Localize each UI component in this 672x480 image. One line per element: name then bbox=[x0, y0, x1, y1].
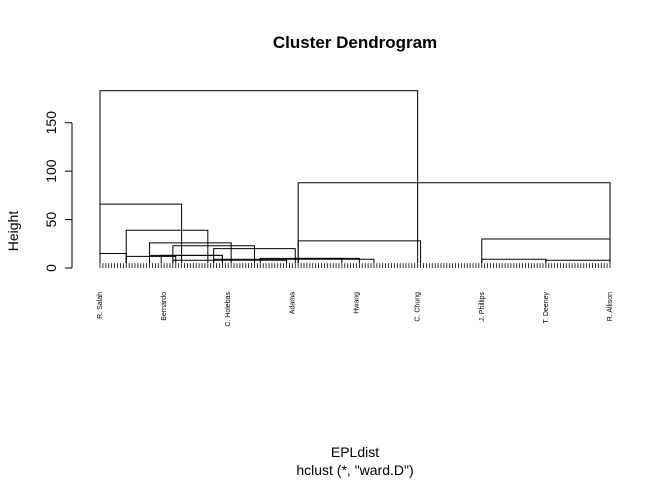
leaf-label: C. Chung bbox=[415, 292, 422, 322]
leaf-label: T. Deeney bbox=[543, 292, 550, 324]
leaf-label: Bernardo bbox=[161, 292, 168, 321]
merge-branch bbox=[125, 229, 209, 264]
merge-branch bbox=[99, 90, 419, 264]
merge-branch bbox=[481, 258, 547, 264]
x-axis-label: EPLdist bbox=[331, 444, 379, 460]
leaf-label: R. Allison bbox=[607, 292, 614, 321]
merge-branch bbox=[297, 240, 422, 264]
y-tick-label: 100 bbox=[43, 159, 59, 183]
merge-branch bbox=[545, 259, 611, 264]
y-tick-label: 150 bbox=[43, 111, 59, 135]
merge-branch bbox=[481, 238, 611, 264]
merge-branch bbox=[99, 252, 127, 264]
y-tick-label: 50 bbox=[43, 212, 59, 228]
merge-branch bbox=[297, 257, 360, 264]
merge-branch bbox=[99, 203, 183, 264]
merge-branch bbox=[149, 242, 232, 264]
merge-branch bbox=[172, 259, 288, 264]
leaf-label: C. Holebas bbox=[225, 292, 232, 327]
y-tick-label: 0 bbox=[43, 264, 59, 272]
y-axis: 0 50 100 150 bbox=[43, 111, 73, 272]
merge-branch bbox=[125, 255, 177, 264]
leaf-labels: R. Salah Bernardo C. Holebas Adama Hwang C. C… bbox=[97, 292, 614, 327]
merge-branch bbox=[213, 258, 375, 264]
leaf-label: Hwang bbox=[353, 292, 360, 314]
dendrogram-leaves bbox=[99, 263, 611, 268]
merge-branch bbox=[297, 182, 611, 264]
y-axis-label: Height bbox=[5, 211, 21, 252]
leaf-label: Adama bbox=[289, 292, 296, 314]
merge-branch bbox=[160, 254, 223, 264]
dendrogram-tree bbox=[99, 90, 611, 264]
leaf-label: J. Phillips bbox=[479, 292, 486, 322]
merge-branch bbox=[172, 245, 255, 264]
x-axis-sub-label: hclust (*, "ward.D") bbox=[296, 462, 413, 478]
leaf-label: R. Salah bbox=[97, 292, 104, 319]
chart-title: Cluster Dendrogram bbox=[273, 33, 437, 52]
